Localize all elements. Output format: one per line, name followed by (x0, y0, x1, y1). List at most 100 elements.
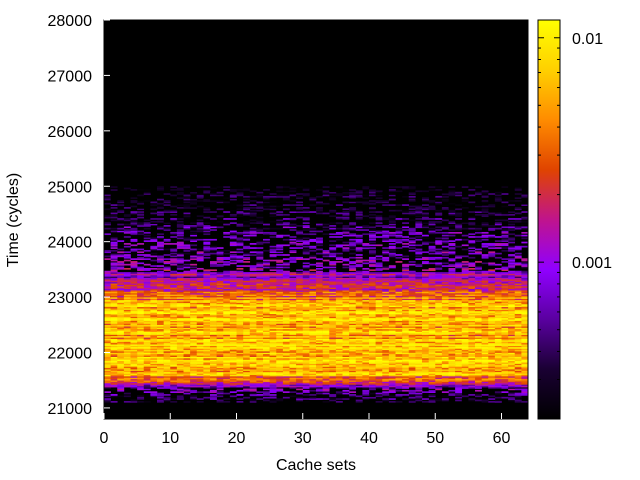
heatmap-cell (223, 384, 231, 387)
heatmap-cell (104, 299, 111, 302)
heatmap-cell (236, 295, 244, 298)
heatmap-cell (236, 348, 244, 351)
heatmap-cell (342, 381, 350, 384)
heatmap-cell (150, 324, 158, 327)
heatmap-cell (137, 376, 145, 378)
heatmap-cell (163, 306, 171, 309)
heatmap-cell (494, 340, 502, 342)
heatmap-cell (475, 359, 482, 362)
heatmap-cell (269, 366, 277, 369)
heatmap-cell (435, 382, 443, 385)
heatmap-cell (395, 381, 403, 384)
heatmap-cell (302, 286, 310, 288)
heatmap-cell (508, 304, 516, 306)
heatmap-cell (501, 342, 509, 345)
heatmap-cell (382, 387, 390, 389)
heatmap-cell (190, 299, 198, 302)
heatmap-cell (190, 298, 198, 301)
heatmap-cell (137, 315, 145, 317)
heatmap-cell (170, 341, 178, 344)
heatmap-cell (521, 341, 529, 344)
heatmap-cell (501, 387, 509, 389)
heatmap-cell (355, 288, 363, 291)
heatmap-cell (243, 309, 251, 312)
heatmap-cell (223, 305, 231, 308)
heatmap-cell (395, 288, 403, 291)
heatmap-cell (196, 327, 204, 330)
heatmap-cell (302, 327, 310, 330)
heatmap-cell (316, 302, 323, 305)
heatmap-cell (223, 287, 231, 290)
heatmap-cell (388, 317, 396, 320)
heatmap-cell (210, 319, 217, 321)
heatmap-cell (422, 306, 429, 309)
heatmap-cell (104, 319, 111, 321)
heatmap-cell (117, 387, 125, 389)
heatmap-cell (130, 360, 138, 363)
heatmap-cell (335, 369, 343, 371)
heatmap-cell (369, 310, 376, 313)
heatmap-cell (302, 360, 310, 363)
heatmap-cell (130, 309, 138, 312)
heatmap-cell (117, 327, 125, 330)
heatmap-cell (203, 323, 211, 326)
heatmap-cell (256, 328, 264, 331)
heatmap-cell (157, 301, 164, 303)
heatmap-cell (514, 290, 522, 292)
heatmap-cell (402, 344, 410, 346)
heatmap-cell (355, 324, 363, 327)
heatmap-cell (229, 355, 237, 357)
heatmap-cell (468, 362, 476, 364)
heatmap-cell (216, 287, 224, 290)
heatmap-cell (276, 324, 284, 327)
heatmap-cell (349, 355, 357, 357)
heatmap-cell (110, 308, 118, 310)
heatmap-cell (210, 297, 217, 299)
heatmap-cell (494, 400, 502, 403)
heatmap-cell (117, 324, 125, 327)
heatmap-cell (256, 330, 264, 333)
heatmap-cell (362, 294, 370, 296)
heatmap-cell (468, 291, 476, 294)
heatmap-cell (382, 287, 390, 290)
heatmap-cell (130, 338, 138, 341)
heatmap-cell (210, 396, 217, 399)
heatmap-cell (488, 362, 496, 364)
heatmap-cell (289, 352, 297, 355)
heatmap-cell (488, 324, 496, 327)
heatmap-cell (249, 292, 257, 295)
heatmap-cell (309, 315, 317, 317)
heatmap-cell (263, 327, 270, 330)
heatmap-cell (203, 344, 211, 346)
heatmap-cell (475, 382, 482, 385)
heatmap-cell (249, 326, 257, 328)
heatmap-cell (223, 302, 231, 305)
heatmap-cell (110, 377, 118, 380)
heatmap-cell (163, 308, 171, 310)
heatmap-cell (256, 369, 264, 371)
heatmap-cell (104, 374, 111, 377)
heatmap-cell (269, 315, 277, 317)
heatmap-cell (269, 319, 277, 321)
heatmap-cell (402, 310, 410, 313)
heatmap-cell (382, 331, 390, 334)
heatmap-cell (488, 359, 496, 362)
heatmap-cell (137, 385, 145, 388)
heatmap-cell (150, 369, 158, 371)
heatmap-cell (123, 369, 131, 371)
heatmap-cell (375, 337, 383, 339)
heatmap-cell (362, 312, 370, 315)
heatmap-cell (514, 313, 522, 316)
heatmap-cell (349, 352, 357, 355)
heatmap-cell (216, 309, 224, 312)
heatmap-cell (110, 348, 118, 351)
heatmap-cell (488, 364, 496, 367)
heatmap-cell (488, 312, 496, 315)
heatmap-cell (243, 290, 251, 292)
heatmap-cell (461, 373, 469, 375)
heatmap-cell (256, 356, 264, 359)
heatmap-cell (382, 384, 390, 387)
heatmap-cell (448, 352, 456, 355)
heatmap-cell (448, 366, 456, 369)
heatmap-cell (229, 294, 237, 296)
